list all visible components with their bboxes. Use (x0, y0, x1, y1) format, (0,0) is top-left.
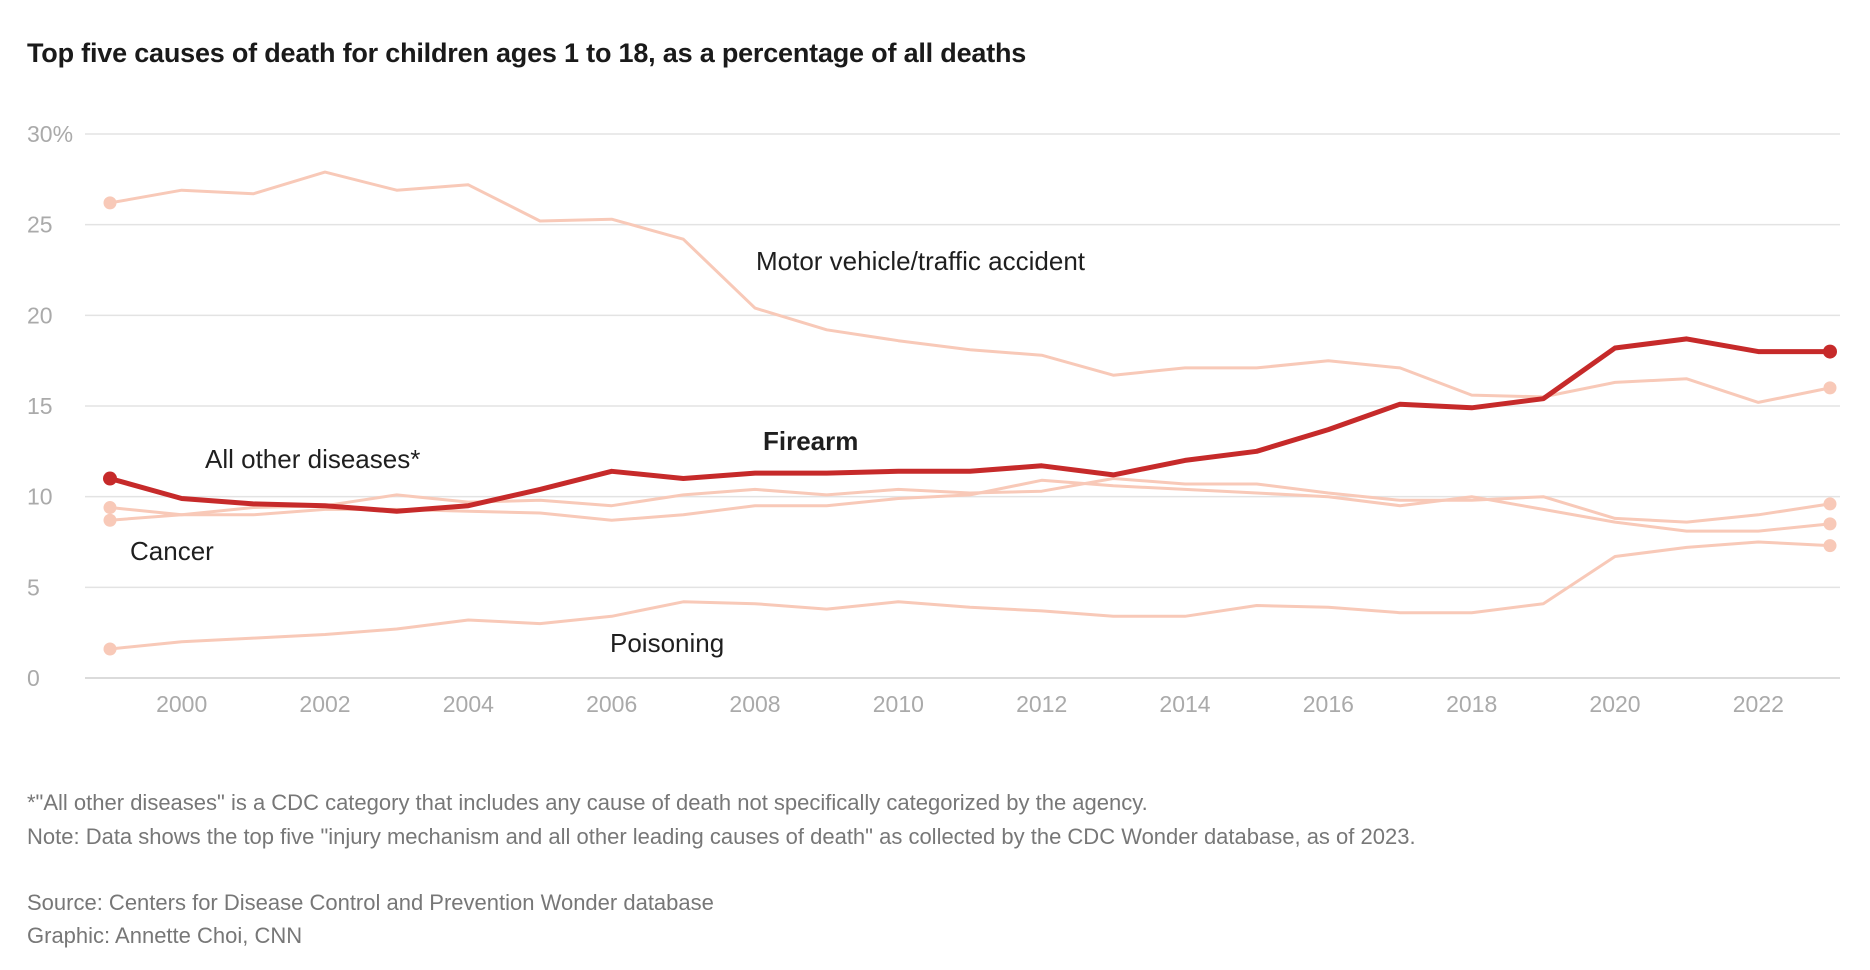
end-point-poisoning (1823, 539, 1837, 553)
end-point-firearm (1823, 344, 1837, 359)
x-tick-label-2006: 2006 (586, 691, 637, 717)
series-line-motor-vehicle-traffic-accident (108, 170, 1832, 404)
series-line-all-other-diseases (108, 477, 1832, 524)
x-axis-ticks: 2000 2002 2004 2006 2008 2010 2012 2014 2016 2018… (156, 691, 1784, 717)
y-tick-label-20: 20 (27, 302, 53, 328)
series-label-firearm: Firearm (763, 426, 858, 456)
chart-title: Top five causes of death for children ag… (27, 38, 1027, 68)
x-tick-label-2008: 2008 (729, 691, 780, 717)
footnote-text: *"All other diseases" is a CDC category … (27, 790, 1148, 815)
x-tick-label-2020: 2020 (1589, 691, 1640, 717)
x-tick-label-2010: 2010 (873, 691, 924, 717)
end-point-cancer (1823, 517, 1837, 531)
y-tick-label-25: 25 (27, 212, 53, 238)
x-tick-label-2022: 2022 (1733, 691, 1784, 717)
start-point-poisoning (103, 642, 117, 656)
series-labels: Motor vehicle/traffic accident Firearm All… (130, 246, 1086, 658)
x-tick-label-2016: 2016 (1303, 691, 1354, 717)
start-point-firearm (103, 471, 117, 486)
x-tick-label-2014: 2014 (1159, 691, 1210, 717)
y-tick-label-15: 15 (27, 393, 53, 419)
series-label-all-other-diseases: All other diseases* (205, 444, 420, 474)
series-label-cancer: Cancer (130, 536, 214, 566)
x-tick-label-2004: 2004 (443, 691, 494, 717)
end-point-all-other-diseases (1823, 497, 1837, 511)
credit-text: Graphic: Annette Choi, CNN (27, 923, 303, 948)
series-line-poisoning (108, 540, 1832, 651)
end-point-motor-vehicle-traffic-accident (1823, 381, 1837, 395)
start-point-motor-vehicle-traffic-accident (103, 196, 117, 210)
gridlines (85, 133, 1840, 679)
start-point-all-other-diseases (103, 501, 117, 515)
y-axis-ticks: 0 5 10 15 20 25 30% (27, 121, 73, 691)
note-text: Note: Data shows the top five "injury me… (27, 824, 1416, 849)
source-text: Source: Centers for Disease Control and … (27, 890, 714, 915)
x-tick-label-2002: 2002 (299, 691, 350, 717)
y-tick-label-30: 30% (27, 121, 73, 147)
x-tick-label-2000: 2000 (156, 691, 207, 717)
start-point-cancer (103, 513, 117, 527)
x-tick-label-2018: 2018 (1446, 691, 1497, 717)
series-line-firearm (107, 336, 1833, 514)
y-tick-label-0: 0 (27, 665, 40, 691)
y-tick-label-10: 10 (27, 484, 53, 510)
x-tick-label-2012: 2012 (1016, 691, 1067, 717)
series-label-motor-vehicle-traffic-accident: Motor vehicle/traffic accident (756, 246, 1086, 276)
series-label-poisoning: Poisoning (610, 628, 724, 658)
y-tick-label-5: 5 (27, 574, 40, 600)
series-lines (103, 170, 1837, 656)
